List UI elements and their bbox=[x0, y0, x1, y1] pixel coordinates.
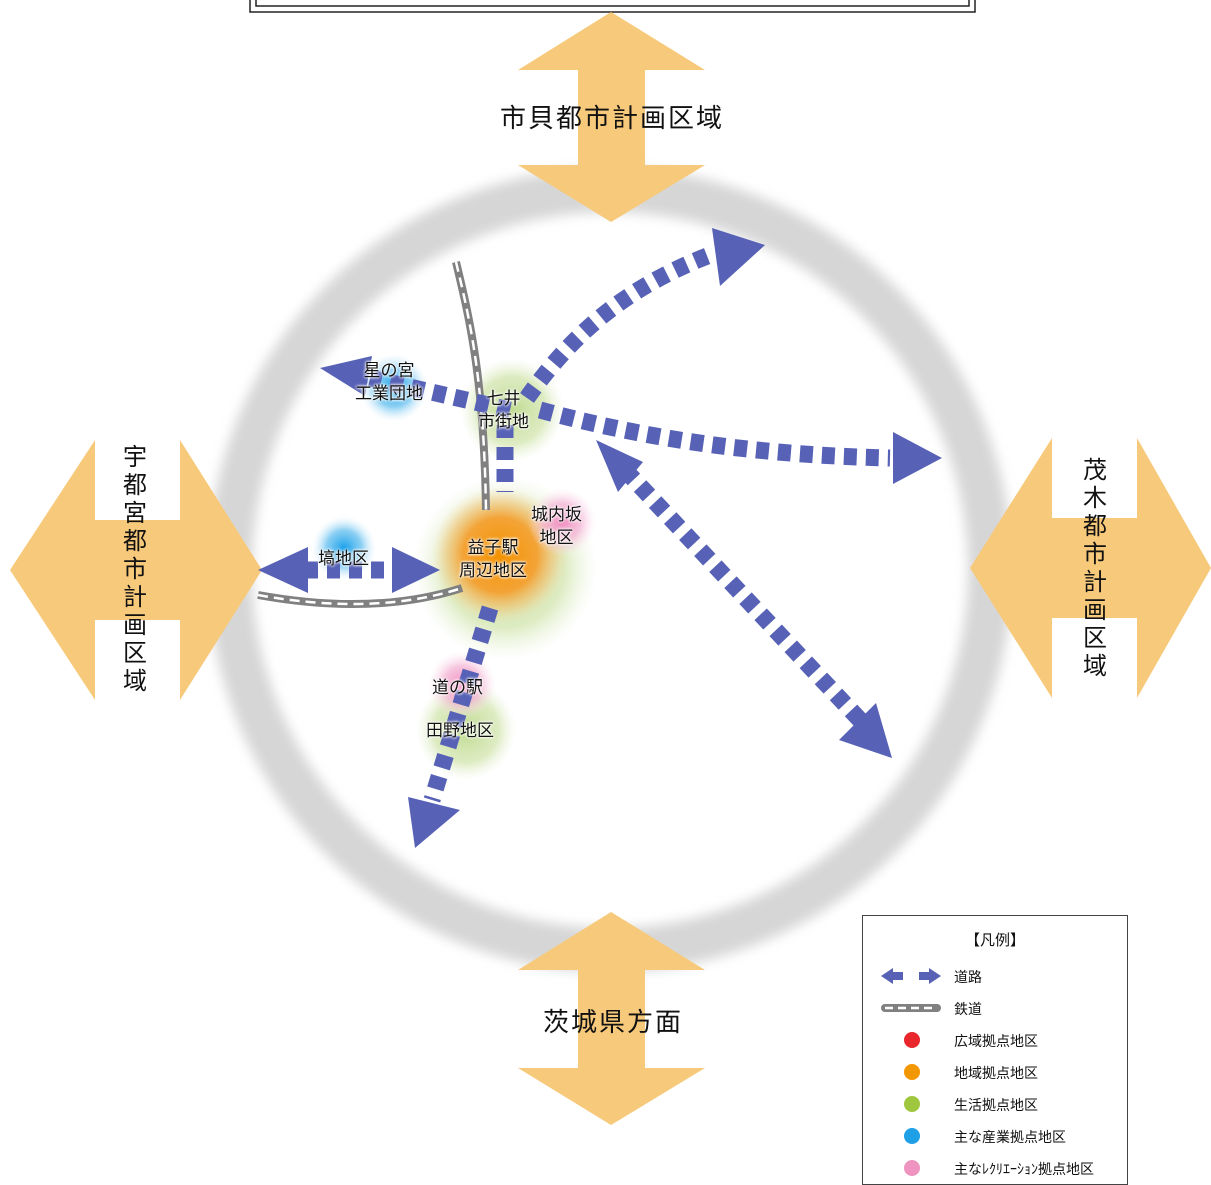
legend-title: 【凡例】 bbox=[964, 931, 1025, 949]
arrowhead-hanawa-east bbox=[392, 547, 440, 593]
region-arrow-south bbox=[518, 912, 705, 1125]
area-hoshinomiya-label: 星の宮 工業団地 bbox=[355, 361, 423, 404]
legend-label: 主なﾚｸﾘｴｰｼｮﾝ拠点地区 bbox=[954, 1162, 1094, 1178]
arrowhead-southeast bbox=[839, 703, 892, 758]
legend-item-industrial-base: 主な産業拠点地区 bbox=[863, 1124, 1127, 1148]
legend-label: 生活拠点地区 bbox=[954, 1098, 1038, 1114]
legend-item-regional-base: 地域拠点地区 bbox=[863, 1060, 1127, 1084]
legend: 【凡例】 道路 鉄道 広域拠点地区 地域拠点地区 生活拠点地区 主な産業拠点地区… bbox=[862, 915, 1128, 1185]
region-arrow-north bbox=[518, 12, 705, 222]
road-network bbox=[305, 245, 891, 803]
legend-label: 主な産業拠点地区 bbox=[954, 1130, 1066, 1146]
road-to-northeast bbox=[520, 245, 718, 403]
arrowhead-northeast bbox=[712, 228, 765, 286]
railway-icon bbox=[881, 1004, 941, 1012]
legend-item-railway: 鉄道 bbox=[863, 996, 1127, 1020]
legend-label: 道路 bbox=[954, 970, 982, 986]
railway-line bbox=[257, 261, 490, 608]
road-arrow-icon bbox=[881, 968, 941, 984]
legend-label: 鉄道 bbox=[954, 1002, 982, 1018]
arrowhead-east bbox=[893, 432, 942, 484]
region-arrow-west bbox=[10, 440, 262, 700]
arrowhead-east-return bbox=[596, 440, 643, 492]
area-michinoeki-label: 道の駅 bbox=[432, 678, 483, 698]
region-north-label: 市貝都市計画区域 bbox=[500, 104, 725, 134]
area-shichii-label: 七井 市街地 bbox=[478, 389, 529, 432]
area-tano-label: 田野地区 bbox=[426, 721, 494, 741]
arrowhead-south bbox=[408, 797, 460, 848]
region-arrow-east bbox=[970, 438, 1211, 698]
road-to-east bbox=[537, 401, 891, 467]
area-hanawa-label: 塙地区 bbox=[318, 549, 369, 569]
title-frame bbox=[249, 0, 976, 13]
pink-dot-icon bbox=[904, 1160, 920, 1176]
road-to-south bbox=[423, 605, 499, 803]
halo-michinoeki bbox=[428, 651, 496, 719]
region-south-label: 茨城県方面 bbox=[543, 1008, 684, 1038]
blue-dot-icon bbox=[904, 1128, 920, 1144]
green-dot-icon bbox=[904, 1096, 920, 1112]
legend-label: 広域拠点地区 bbox=[954, 1034, 1038, 1050]
legend-item-road: 道路 bbox=[863, 964, 1127, 988]
halo-jonaizaka bbox=[528, 488, 596, 556]
arrowhead-hanawa-west bbox=[258, 547, 308, 593]
legend-item-living-base: 生活拠点地区 bbox=[863, 1092, 1127, 1116]
area-jonaizaka-label: 城内坂 地区 bbox=[531, 505, 582, 548]
legend-item-recreation-base: 主なﾚｸﾘｴｰｼｮﾝ拠点地区 bbox=[863, 1156, 1127, 1180]
road-to-hoshinomiya bbox=[368, 369, 512, 419]
legend-label: 地域拠点地区 bbox=[954, 1066, 1038, 1082]
red-dot-icon bbox=[904, 1032, 920, 1048]
road-arrowheads bbox=[258, 228, 942, 848]
arrowhead-hoshinomiya bbox=[320, 356, 372, 396]
region-west-label: 宇都宮都市計画区域 bbox=[123, 443, 147, 695]
road-to-southeast bbox=[618, 464, 867, 726]
legend-item-wide-area-base: 広域拠点地区 bbox=[863, 1028, 1127, 1052]
area-mashiko-station-label: 益子駅 周辺地区 bbox=[459, 538, 527, 581]
region-east-label: 茂木都市計画区域 bbox=[1083, 456, 1107, 680]
orange-dot-icon bbox=[904, 1064, 920, 1080]
